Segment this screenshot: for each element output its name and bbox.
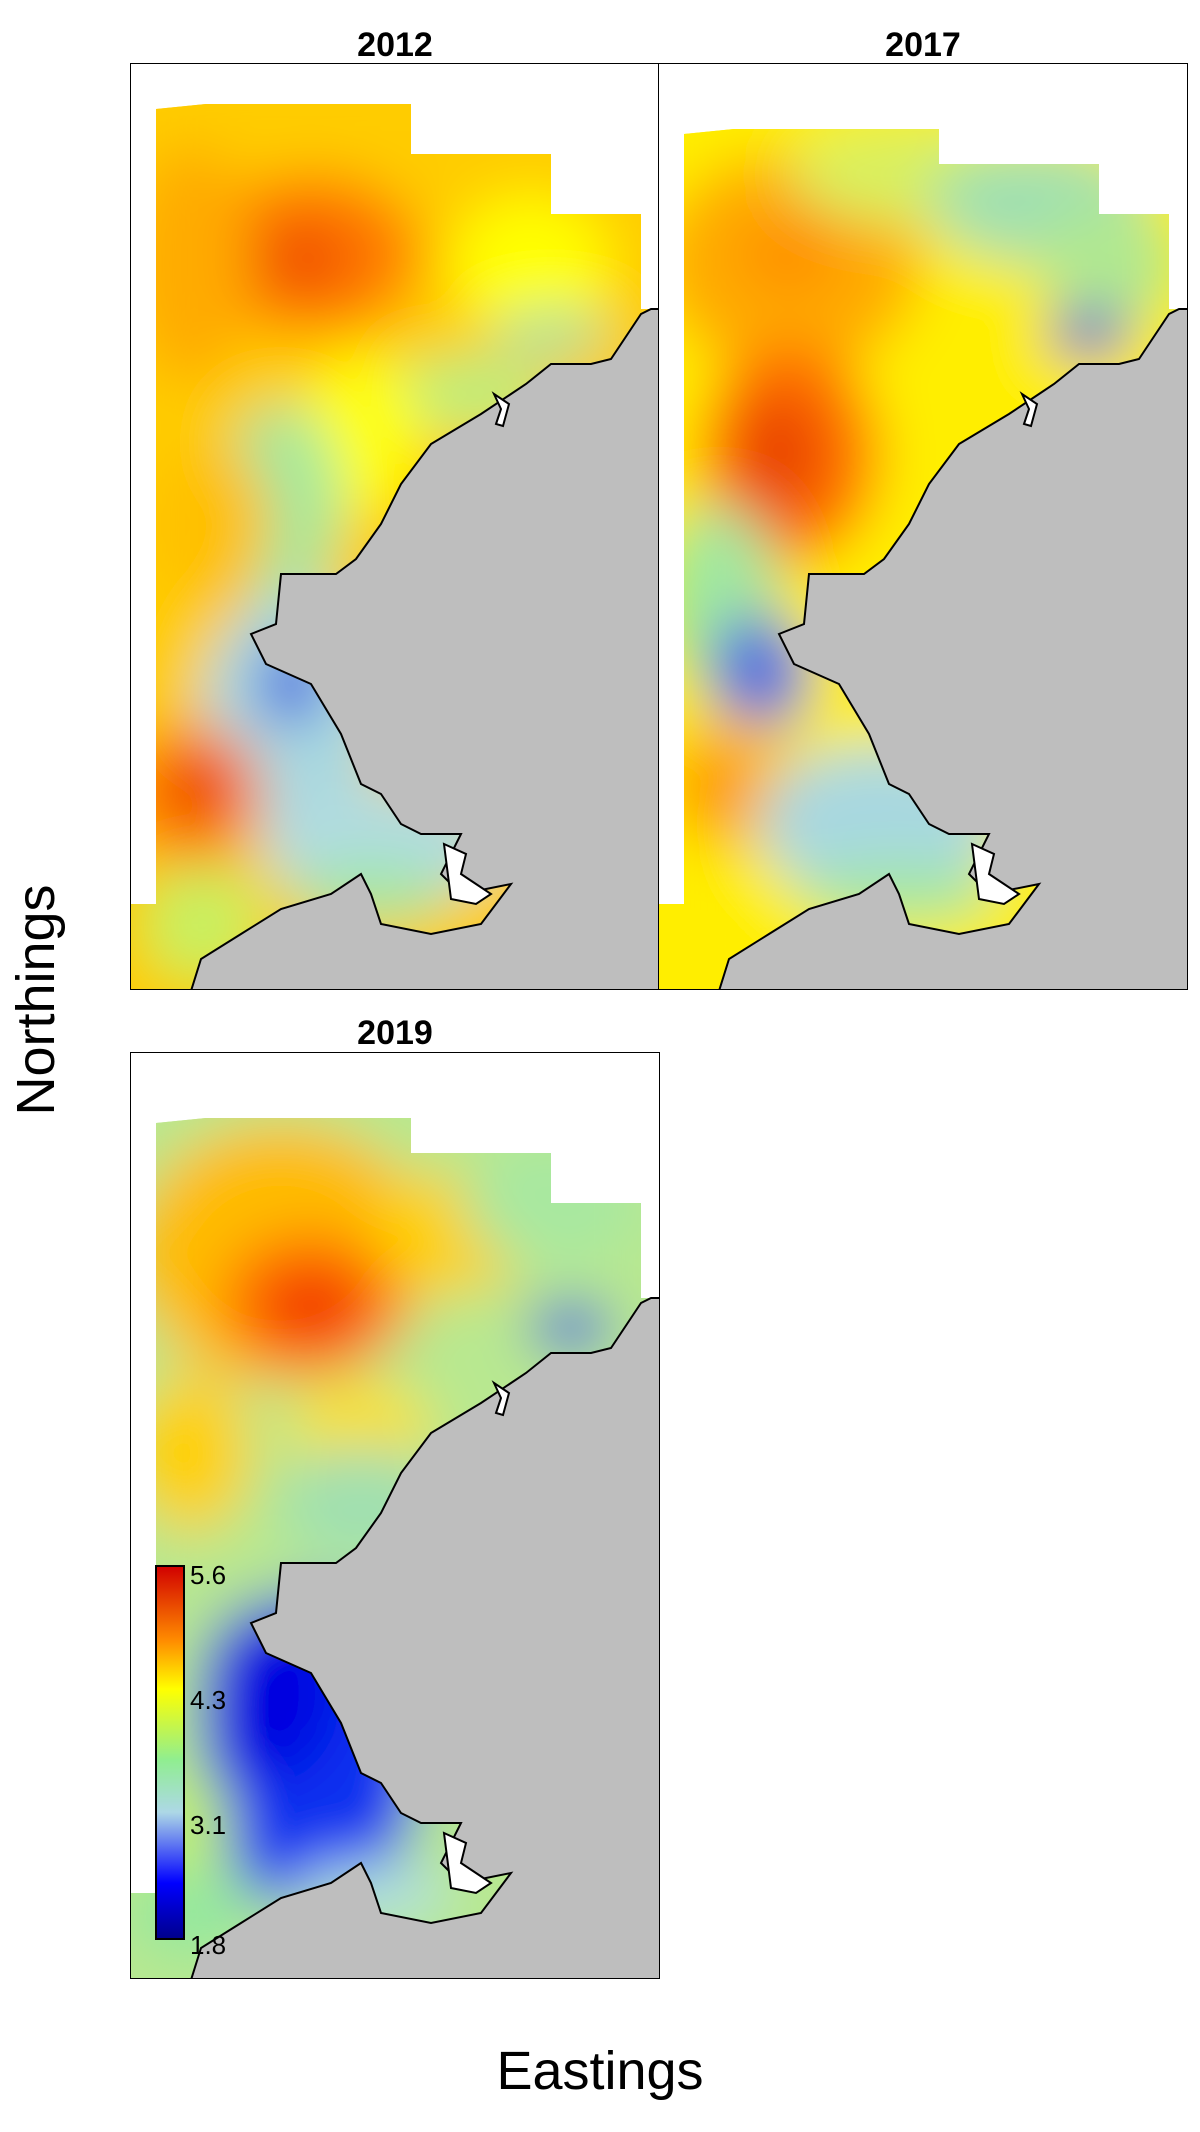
map-panel-2012 xyxy=(130,63,660,990)
heatmap-2012 xyxy=(131,104,659,989)
y-axis-title: Northings xyxy=(6,884,66,1116)
colorbar-tick-label: 1.8 xyxy=(190,1930,227,1960)
colorbar-tick-label: 3.1 xyxy=(190,1810,227,1840)
map-panel-2017 xyxy=(658,63,1188,990)
x-axis-title: Eastings xyxy=(496,2041,704,2101)
heatmap-2017 xyxy=(659,129,1187,989)
colorbar-tick-label: 4.3 xyxy=(190,1685,227,1715)
colorbar-tick-label: 5.6 xyxy=(190,1560,227,1590)
colorbar-gradient xyxy=(155,1565,185,1940)
panel-title-2017: 2017 xyxy=(885,26,961,64)
colorbar xyxy=(155,1565,185,1940)
panel-title-2019: 2019 xyxy=(357,1014,433,1052)
panel-title-2012: 2012 xyxy=(357,26,433,64)
